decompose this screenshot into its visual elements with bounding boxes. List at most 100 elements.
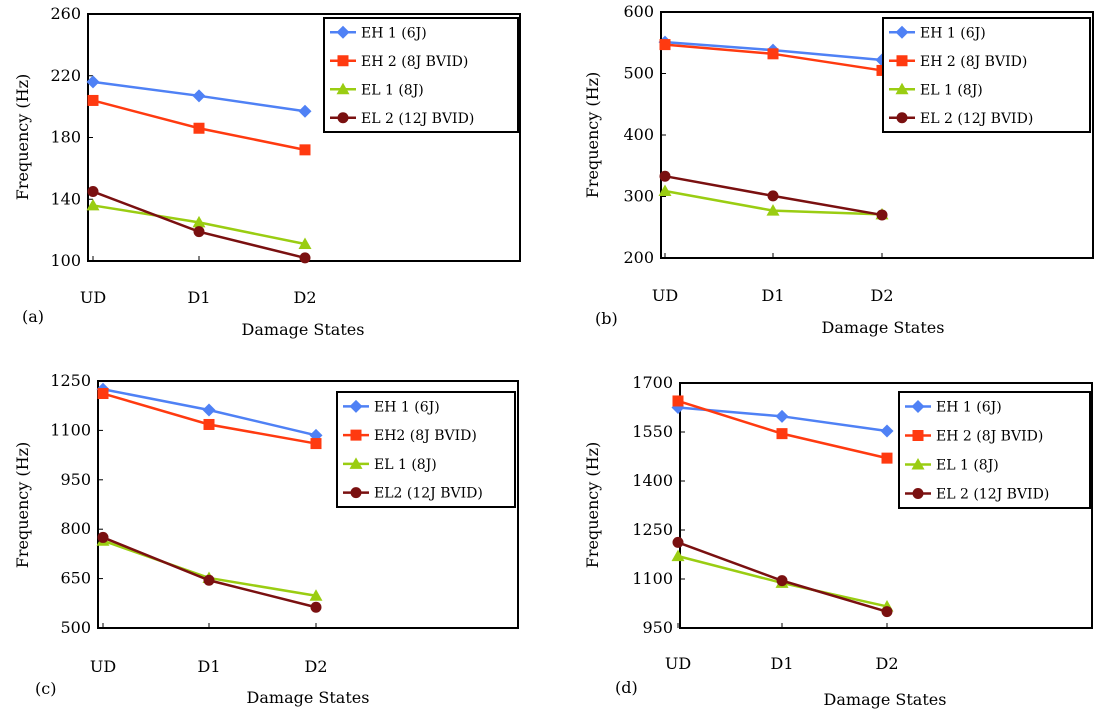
legend-item: EL 1 (8J) bbox=[330, 82, 424, 98]
legend-marker bbox=[912, 488, 924, 499]
legend-marker bbox=[895, 82, 909, 95]
y-tick-label: 950 bbox=[642, 618, 673, 637]
x-axis-label: Damage States bbox=[822, 318, 945, 337]
y-tick-label: 400 bbox=[623, 125, 654, 144]
legend-label: EL2 (12J BVID) bbox=[374, 486, 483, 502]
series-eh-2-8j-bvid bbox=[672, 395, 893, 464]
data-point bbox=[659, 170, 671, 182]
data-point bbox=[880, 424, 894, 438]
legend-marker bbox=[895, 25, 909, 39]
legend-label: EH 1 (6J) bbox=[374, 399, 440, 415]
data-point bbox=[767, 190, 779, 202]
y-axis-label: Frequency (Hz) bbox=[13, 442, 32, 569]
legend: EH 1 (6J) EH 2 (8J BVID) EL 1 (8J) EL 2 (12… bbox=[898, 391, 1091, 509]
data-point bbox=[97, 531, 109, 543]
series-el2-12j-bvid bbox=[97, 531, 322, 613]
x-tick-label: D1 bbox=[770, 654, 793, 673]
data-point bbox=[299, 144, 311, 156]
legend-box bbox=[336, 391, 516, 508]
data-point bbox=[193, 122, 205, 134]
data-point bbox=[672, 536, 684, 548]
data-point bbox=[192, 89, 206, 103]
legend-item: EH 2 (8J BVID) bbox=[889, 54, 1027, 70]
legend-item: EH 1 (6J) bbox=[905, 400, 1002, 416]
data-point bbox=[202, 403, 216, 417]
chart-panel-1: 100 140 180 220 260 UD D1 D2 Frequency (Hz) Damag… bbox=[13, 4, 521, 339]
legend-item: EH 1 (6J) bbox=[330, 25, 427, 41]
y-tick-label: 100 bbox=[50, 251, 81, 270]
legend-marker bbox=[349, 399, 363, 413]
series-el-2-12j-bvid bbox=[87, 186, 311, 264]
legend-box bbox=[882, 17, 1091, 133]
y-axis-label: Frequency (Hz) bbox=[583, 72, 602, 199]
y-tick-label: 1250 bbox=[50, 371, 91, 390]
data-point bbox=[775, 409, 789, 423]
x-tick-label: D2 bbox=[875, 654, 898, 673]
y-tick-label: 300 bbox=[623, 187, 654, 206]
series-eh-1-6j bbox=[86, 75, 312, 118]
data-point bbox=[97, 388, 109, 400]
x-tick-label: D2 bbox=[870, 286, 893, 305]
chart-panel-2: 200 300 400 500 600 UD D1 D2 Frequency (Hz) Damag… bbox=[583, 2, 1094, 337]
legend-marker bbox=[896, 55, 908, 67]
panel-label: (a) bbox=[22, 307, 44, 326]
data-point bbox=[193, 226, 205, 238]
legend-box bbox=[323, 17, 519, 133]
legend-label: EH 1 (6J) bbox=[936, 400, 1002, 416]
data-point bbox=[776, 575, 788, 587]
y-tick-label: 1700 bbox=[632, 373, 673, 392]
x-axis-label: Damage States bbox=[824, 690, 947, 709]
legend-marker bbox=[350, 429, 362, 441]
data-point bbox=[86, 75, 100, 89]
series-eh2-8j-bvid bbox=[97, 388, 322, 450]
x-tick-label: UD bbox=[665, 654, 691, 673]
y-tick-label: 500 bbox=[60, 618, 91, 637]
data-point bbox=[767, 48, 779, 60]
legend-item: EH 2 (8J BVID) bbox=[905, 429, 1043, 445]
data-point bbox=[298, 104, 312, 118]
legend-label: EL 2 (12J BVID) bbox=[361, 111, 474, 127]
data-point bbox=[299, 252, 311, 264]
y-axis-label: Frequency (Hz) bbox=[583, 442, 602, 569]
y-tick-label: 260 bbox=[50, 4, 81, 23]
legend-item: EH 1 (6J) bbox=[889, 25, 986, 41]
legend-label: EL 1 (8J) bbox=[920, 82, 983, 98]
x-tick-label: D1 bbox=[197, 657, 220, 676]
data-point bbox=[87, 186, 99, 198]
legend-label: EH2 (8J BVID) bbox=[374, 428, 477, 444]
data-point bbox=[203, 418, 215, 430]
y-axis-label: Frequency (Hz) bbox=[13, 74, 32, 201]
legend-marker bbox=[350, 487, 362, 499]
legend-item: EL 2 (12J BVID) bbox=[330, 111, 474, 127]
x-tick-label: UD bbox=[80, 288, 106, 307]
data-point bbox=[659, 39, 671, 51]
legend-item: EL 1 (8J) bbox=[343, 457, 437, 473]
data-point bbox=[309, 589, 323, 601]
data-point bbox=[310, 601, 322, 613]
legend: EH 1 (6J) EH 2 (8J BVID) EL 1 (8J) EL 2 (12… bbox=[882, 17, 1091, 133]
y-tick-label: 500 bbox=[623, 64, 654, 83]
legend-label: EH 1 (6J) bbox=[361, 25, 427, 41]
legend-label: EL 1 (8J) bbox=[936, 458, 999, 474]
x-tick-label: D2 bbox=[293, 288, 316, 307]
legend-label: EH 2 (8J BVID) bbox=[920, 54, 1027, 70]
legend-item: EH2 (8J BVID) bbox=[343, 428, 477, 444]
series-el-2-12j-bvid bbox=[672, 536, 893, 618]
data-point bbox=[876, 209, 888, 221]
data-point bbox=[192, 215, 206, 228]
x-tick-label: D1 bbox=[761, 286, 784, 305]
data-point bbox=[881, 452, 893, 464]
legend-marker bbox=[912, 430, 924, 441]
legend-item: EH 1 (6J) bbox=[343, 399, 440, 415]
y-tick-label: 950 bbox=[60, 470, 91, 489]
x-tick-label: D1 bbox=[187, 288, 210, 307]
data-point bbox=[87, 94, 99, 106]
chart-panel-4: 950 1100 1250 1400 1550 1700 UD D1 D2 Frequency (… bbox=[583, 373, 1093, 709]
y-tick-label: 1100 bbox=[50, 420, 91, 439]
legend-item: EL 2 (12J BVID) bbox=[905, 487, 1049, 503]
legend-marker bbox=[336, 82, 350, 95]
legend-marker bbox=[896, 112, 908, 124]
y-tick-label: 180 bbox=[50, 128, 81, 147]
legend-label: EH 1 (6J) bbox=[920, 25, 986, 41]
